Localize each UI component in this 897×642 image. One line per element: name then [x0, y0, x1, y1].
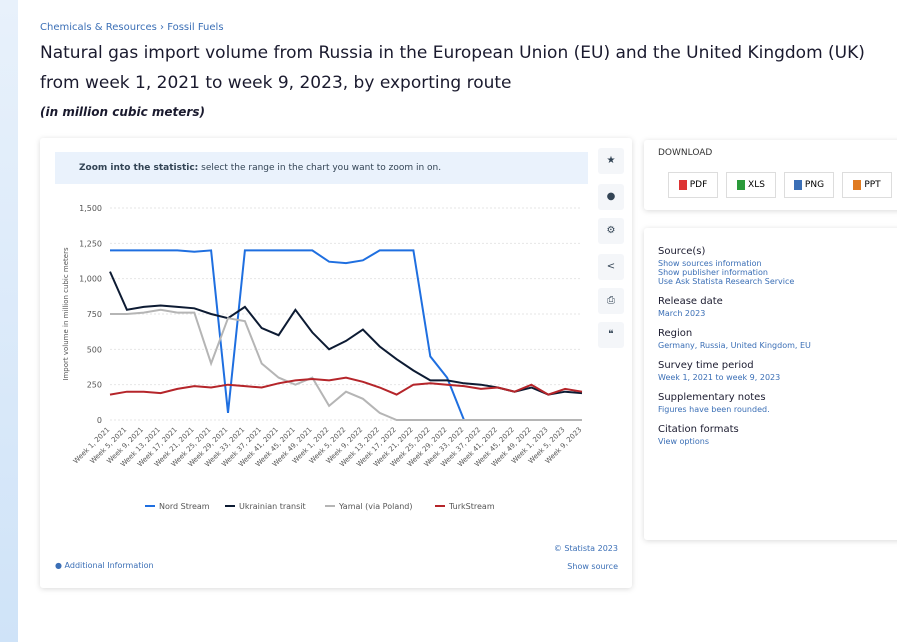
download-button[interactable]: XLS [726, 172, 776, 198]
detail-line[interactable]: Use Ask Statista Research Service [658, 277, 795, 286]
download-label[interactable]: XLS [737, 180, 765, 190]
detail-heading: Region [658, 328, 693, 339]
download-button[interactable]: PPT [842, 172, 892, 198]
detail-line[interactable]: Show sources information [658, 259, 762, 268]
additional-info-text[interactable]: Additional Information [64, 561, 154, 570]
copyright: © Statista 2023 [553, 544, 618, 553]
legend-label: Ukrainian transit [239, 502, 306, 511]
details-card: Source(s) Show sources information Show pu… [644, 228, 897, 540]
show-source[interactable]: Show source [567, 562, 618, 571]
detail-line[interactable]: View options [658, 437, 709, 446]
print-button[interactable]: ⎙ [598, 288, 624, 314]
download-label[interactable]: PDF [678, 180, 708, 190]
zoom-hint: Zoom into the statistic: select the rang… [55, 152, 588, 184]
detail-heading: Supplementary notes [658, 392, 766, 403]
download-label[interactable]: PPT [853, 180, 881, 190]
detail-heading: Survey time period [658, 360, 754, 371]
y-axis-label: Import volume in million cubic meters [62, 247, 70, 381]
legend-label: TurkStream [448, 502, 495, 511]
series-line [109, 271, 583, 396]
legend-label: Yamal (via Poland) [338, 502, 413, 511]
side-strip [0, 0, 18, 642]
notify-button[interactable]: ● [598, 184, 624, 210]
y-tick-label: 250 [87, 381, 102, 390]
zoom-label: Zoom into the statistic: [79, 163, 199, 173]
detail-line: Germany, Russia, United Kingdom, EU [658, 341, 811, 350]
detail-heading: Release date [658, 296, 723, 307]
zoom-text: select the range in the chart you want t… [201, 163, 442, 173]
share-button[interactable]: < [598, 254, 624, 280]
detail-line: Figures have been rounded. [658, 405, 770, 414]
download-heading: DOWNLOAD [658, 148, 713, 158]
favorite-button[interactable]: ★ [598, 148, 624, 174]
y-tick-label: 0 [97, 416, 102, 425]
series-line [110, 308, 582, 421]
detail-heading: Source(s) [658, 246, 706, 257]
subtitle: (in million cubic meters) [40, 105, 205, 119]
cite-button[interactable]: ❝ [598, 322, 624, 348]
y-tick-label: 1,500 [79, 204, 102, 213]
series-line [109, 376, 583, 396]
y-tick-label: 1,000 [79, 275, 102, 284]
download-button[interactable]: PNG [784, 172, 834, 198]
legend-label: Nord Stream [159, 502, 210, 511]
y-tick-label: 1,250 [79, 239, 102, 248]
download-button[interactable]: PDF [668, 172, 718, 198]
detail-heading: Citation formats [658, 424, 739, 435]
y-tick-label: 500 [87, 345, 102, 354]
detail-line: March 2023 [658, 309, 706, 318]
detail-line: Week 1, 2021 to week 9, 2023 [658, 373, 781, 382]
breadcrumb[interactable]: Chemicals & Resources › Fossil Fuels [40, 22, 224, 33]
additional-info[interactable]: ● Additional Information [55, 561, 154, 570]
y-tick-label: 750 [87, 310, 102, 319]
title: Natural gas import volume from Russia in… [40, 43, 865, 93]
detail-line[interactable]: Show publisher information [658, 268, 768, 277]
chart-card [40, 138, 632, 588]
download-label[interactable]: PNG [793, 180, 825, 190]
settings-button[interactable]: ⚙ [598, 218, 624, 244]
series-line [110, 249, 481, 421]
